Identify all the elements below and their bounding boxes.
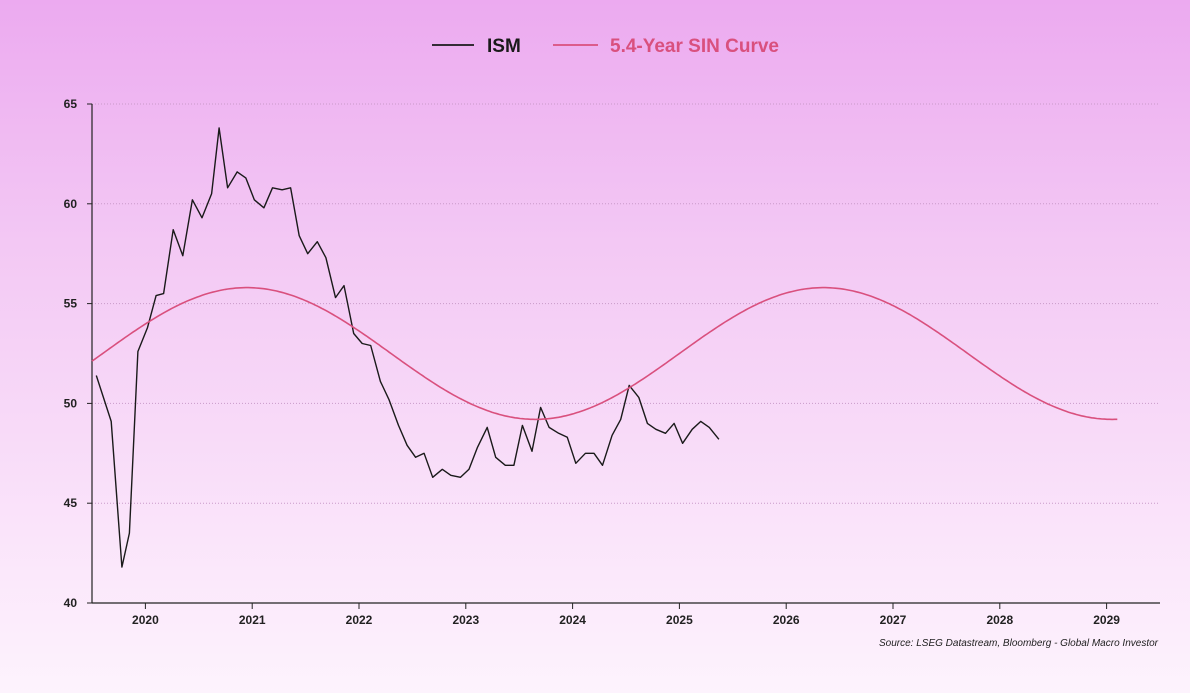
- series-layer: [91, 127, 1118, 568]
- y-tick-label: 50: [64, 396, 78, 410]
- x-tick-label: 2027: [880, 613, 907, 627]
- y-tick-label: 40: [64, 596, 78, 610]
- legend-ism-label: ISM: [487, 36, 521, 57]
- x-tick-label: 2024: [559, 613, 586, 627]
- axes: 40 45 50 55 60 65 2020 2021 2022 2023 2024 2025 2026…: [64, 97, 1160, 627]
- sine-series-line: [91, 286, 1118, 421]
- ism-series-line: [95, 127, 720, 568]
- y-tick-label: 60: [64, 197, 78, 211]
- y-tick-label: 55: [64, 297, 78, 311]
- legend-sine-label: 5.4-Year SIN Curve: [610, 36, 779, 57]
- legend: ISM 5.4-Year SIN Curve: [432, 36, 779, 57]
- x-tick-label: 2022: [346, 613, 373, 627]
- gridlines: [92, 103, 1160, 504]
- x-tick-label: 2029: [1093, 613, 1120, 627]
- y-tick-label: 65: [64, 97, 78, 111]
- y-tick-label: 45: [64, 496, 78, 510]
- x-tick-label: 2026: [773, 613, 800, 627]
- x-tick-label: 2020: [132, 613, 159, 627]
- x-tick-label: 2021: [239, 613, 266, 627]
- x-tick-label: 2025: [666, 613, 693, 627]
- source-note: Source: LSEG Datastream, Bloomberg - Glo…: [879, 638, 1159, 649]
- x-tick-label: 2023: [452, 613, 479, 627]
- x-tick-label: 2028: [986, 613, 1013, 627]
